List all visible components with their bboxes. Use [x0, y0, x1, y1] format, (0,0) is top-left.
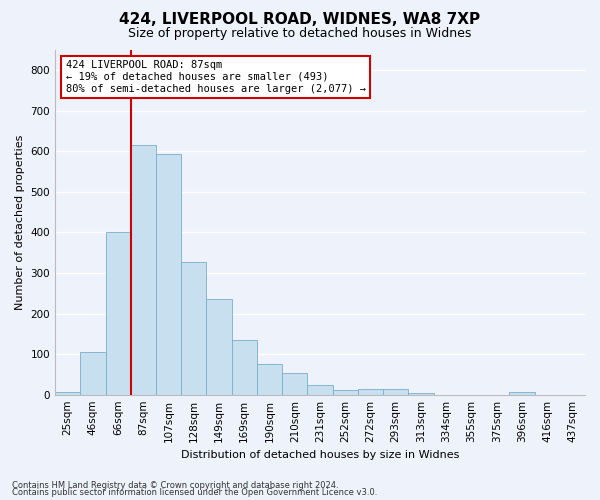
Bar — [332, 390, 358, 394]
Bar — [509, 392, 535, 394]
Text: 424 LIVERPOOL ROAD: 87sqm
← 19% of detached houses are smaller (493)
80% of semi: 424 LIVERPOOL ROAD: 87sqm ← 19% of detac… — [65, 60, 365, 94]
Bar — [282, 373, 307, 394]
Bar — [55, 392, 80, 394]
Y-axis label: Number of detached properties: Number of detached properties — [15, 134, 25, 310]
Text: Contains HM Land Registry data © Crown copyright and database right 2024.: Contains HM Land Registry data © Crown c… — [12, 480, 338, 490]
Bar — [80, 352, 106, 395]
Bar — [257, 364, 282, 394]
Bar — [106, 232, 131, 394]
Bar — [232, 340, 257, 394]
Bar — [181, 262, 206, 394]
Bar — [131, 146, 156, 394]
Bar — [156, 154, 181, 394]
Text: Size of property relative to detached houses in Widnes: Size of property relative to detached ho… — [128, 28, 472, 40]
Text: Contains public sector information licensed under the Open Government Licence v3: Contains public sector information licen… — [12, 488, 377, 497]
Bar — [358, 388, 383, 394]
X-axis label: Distribution of detached houses by size in Widnes: Distribution of detached houses by size … — [181, 450, 459, 460]
Bar — [307, 384, 332, 394]
Text: 424, LIVERPOOL ROAD, WIDNES, WA8 7XP: 424, LIVERPOOL ROAD, WIDNES, WA8 7XP — [119, 12, 481, 28]
Bar — [206, 298, 232, 394]
Bar — [383, 388, 409, 394]
